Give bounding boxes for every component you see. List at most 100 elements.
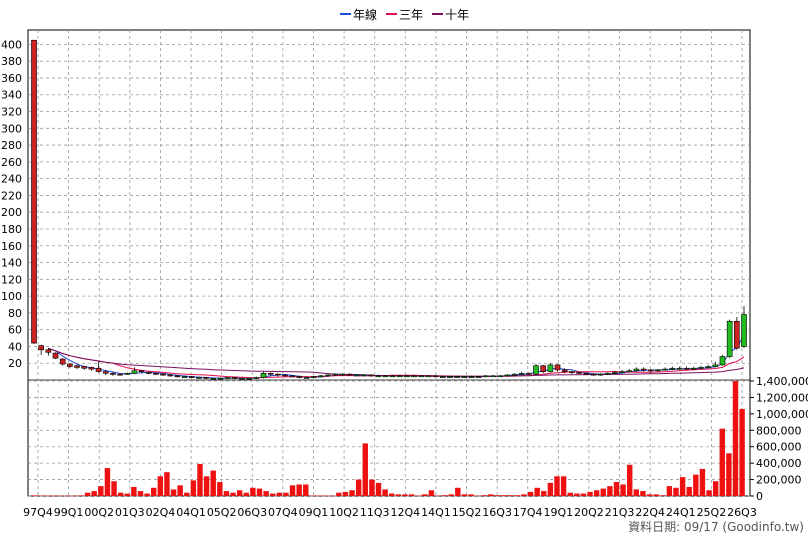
candle [74, 365, 80, 368]
candle [231, 377, 238, 379]
volume-bar [660, 495, 666, 496]
volume-tick-label: 600,000 [756, 441, 802, 454]
candle [167, 374, 174, 377]
volume-bar [408, 494, 415, 496]
candle [734, 320, 740, 349]
candle [275, 373, 281, 376]
volume-bar [309, 495, 316, 497]
volume-bar [78, 495, 84, 496]
price-tick-label: 360 [1, 72, 22, 85]
volume-bar [726, 453, 732, 496]
volume-bar [481, 495, 487, 496]
candle [404, 375, 410, 378]
data-date-footer: 資料日期: 09/17 (Goodinfo.tw) [628, 520, 804, 534]
candle [282, 374, 288, 377]
x-tick-label: 14Q1 [421, 506, 451, 519]
candle [289, 375, 295, 378]
price-tick-label: 200 [1, 206, 22, 219]
volume-bar [435, 495, 441, 497]
volume-bar [283, 492, 289, 496]
volume-tick-label: 200,000 [756, 474, 802, 487]
volume-bar [137, 491, 144, 496]
volume-bar [501, 495, 507, 496]
volume-bar [389, 493, 395, 496]
volume-bar [461, 494, 468, 496]
candle [504, 374, 511, 377]
volume-bar [32, 495, 38, 496]
volume-bar [117, 492, 124, 496]
volume-bar [508, 495, 514, 496]
candle [389, 375, 396, 378]
candle [353, 374, 360, 377]
x-tick-label: 97Q4 [23, 506, 53, 519]
candle [196, 377, 202, 379]
legend: 年線 三年 十年 [340, 7, 469, 22]
candle [432, 375, 439, 378]
candle [475, 376, 482, 378]
candle [411, 375, 417, 378]
candle [490, 375, 496, 378]
volume-bar [184, 492, 190, 496]
candle [239, 378, 245, 380]
volume-bar [336, 492, 342, 496]
candle [597, 373, 604, 376]
price-tick-label: 340 [1, 89, 22, 102]
price-tick-label: 120 [1, 273, 22, 286]
ma-ten-year-line [48, 347, 745, 377]
candle [418, 375, 425, 378]
volume-bar [71, 495, 78, 497]
x-tick-label: 06Q3 [237, 506, 267, 519]
candle [533, 365, 539, 375]
candle [267, 372, 274, 375]
volume-bar [699, 468, 706, 496]
candle [224, 377, 231, 379]
price-tick-label: 60 [8, 324, 22, 337]
volume-bar [342, 491, 349, 496]
volume-bar [329, 495, 335, 497]
candle [518, 372, 525, 375]
candle [339, 373, 346, 376]
volume-bar [65, 495, 71, 497]
candle [31, 39, 37, 344]
volume-bar [627, 464, 633, 496]
volume-bar [494, 495, 501, 496]
volume-bar [177, 485, 183, 496]
candle [253, 377, 260, 379]
volume-bar [587, 491, 593, 496]
volume-bar [124, 493, 130, 496]
volume-bar [613, 482, 620, 496]
volume-bar [560, 476, 567, 496]
plot-area-frame [27, 29, 751, 497]
candle [425, 375, 432, 378]
candle [210, 378, 217, 380]
volume-bar [474, 495, 481, 497]
candles [31, 39, 747, 380]
volume-bar [600, 488, 606, 496]
candle [318, 375, 324, 378]
volume-bar [111, 481, 117, 496]
candle [497, 375, 503, 378]
volume-bar [276, 492, 283, 496]
candle [303, 377, 310, 379]
x-tick-label: 25Q2 [697, 506, 727, 519]
volume-bar [527, 491, 534, 496]
price-tick-label: 280 [1, 139, 22, 152]
candle [368, 374, 374, 377]
candle [576, 372, 582, 374]
volume-bar [256, 488, 263, 496]
volume-tick-label: 0 [756, 490, 763, 503]
x-tick-label: 16Q3 [482, 506, 512, 519]
volume-bar [732, 381, 739, 496]
candle [246, 378, 252, 380]
volume-bar [289, 485, 296, 496]
volume-bar [164, 472, 170, 496]
x-tick-label: 02Q4 [146, 506, 176, 519]
candle [38, 345, 44, 351]
volume-bars [32, 381, 745, 497]
volume-bar [223, 491, 230, 496]
candle [396, 375, 403, 378]
legend-label-ten-year: 十年 [445, 8, 469, 22]
price-tick-label: 140 [1, 257, 22, 270]
candle [719, 356, 726, 366]
